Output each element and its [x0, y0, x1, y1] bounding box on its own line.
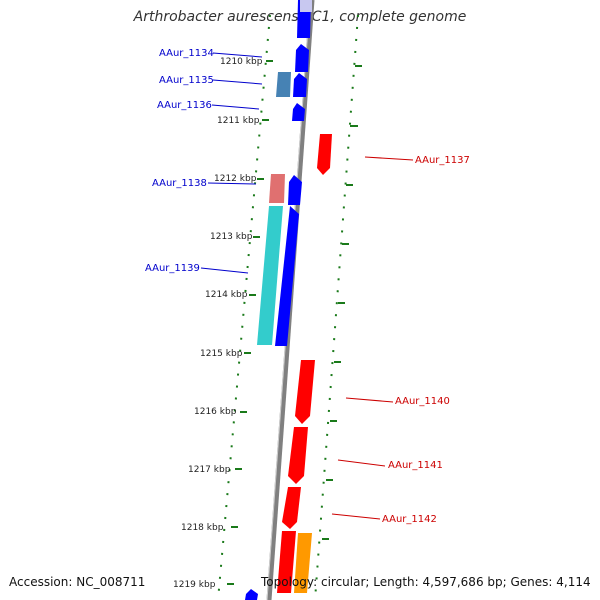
- gene-feature-aaur-1137[interactable]: [317, 134, 332, 175]
- ticks-left-track: [217, 14, 271, 600]
- gene-features: [245, 0, 332, 600]
- gene-feature-forward[interactable]: [293, 73, 307, 97]
- kbp-label: 1212 kbp: [214, 174, 257, 184]
- gene-feature-forward[interactable]: [275, 206, 299, 346]
- gene-label-aaur-1138[interactable]: AAur_1138: [152, 178, 207, 189]
- accession-text: Accession: NC_008711: [9, 575, 146, 589]
- gene-feature-aaur-1141[interactable]: [288, 427, 308, 484]
- kbp-label: 1211 kbp: [217, 116, 260, 126]
- gene-feature-aaur-1138[interactable]: [269, 174, 285, 203]
- gene-feature-aaur-1142[interactable]: [282, 487, 301, 529]
- gene-label-aaur-1136[interactable]: AAur_1136: [157, 100, 212, 111]
- gene-feature-aaur-1139[interactable]: [257, 206, 283, 345]
- gene-feature-forward[interactable]: [245, 589, 258, 600]
- gene-label-aaur-1142[interactable]: AAur_1142: [382, 514, 437, 525]
- label-leader-lines: [200, 52, 414, 520]
- ticks-right-major: [322, 65, 362, 540]
- kbp-label: 1218 kbp: [181, 523, 224, 533]
- kbp-label: 1210 kbp: [220, 57, 263, 67]
- gene-label-aaur-1139[interactable]: AAur_1139: [145, 263, 200, 274]
- kbp-label: 1213 kbp: [210, 232, 253, 242]
- gene-label-aaur-1137[interactable]: AAur_1137: [415, 155, 470, 166]
- gene-feature-aaur-1140[interactable]: [295, 360, 315, 424]
- gene-label-aaur-1134[interactable]: AAur_1134: [159, 48, 214, 59]
- gene-feature-aaur-1135[interactable]: [276, 72, 291, 97]
- gene-feature-reverse[interactable]: [277, 531, 296, 593]
- gene-label-aaur-1135[interactable]: AAur_1135: [159, 75, 214, 86]
- kbp-label: 1219 kbp: [173, 580, 216, 590]
- gene-feature-aaur-1136[interactable]: [292, 103, 305, 121]
- kbp-major-ticks: [227, 60, 273, 585]
- gene-feature-aaur-1134[interactable]: [295, 44, 309, 72]
- gene-feature-forward[interactable]: [288, 175, 302, 205]
- gene-feature-orange[interactable]: [294, 533, 312, 593]
- kbp-label: 1216 kbp: [194, 407, 237, 417]
- kbp-label: 1214 kbp: [205, 290, 248, 300]
- kbp-label: 1215 kbp: [200, 349, 243, 359]
- genome-summary-text: Topology: circular; Length: 4,597,686 bp…: [261, 575, 591, 589]
- kbp-label: 1217 kbp: [188, 465, 231, 475]
- gene-label-aaur-1140[interactable]: AAur_1140: [395, 396, 450, 407]
- gene-label-aaur-1141[interactable]: AAur_1141: [388, 460, 443, 471]
- ticks-right-track: [314, 14, 359, 600]
